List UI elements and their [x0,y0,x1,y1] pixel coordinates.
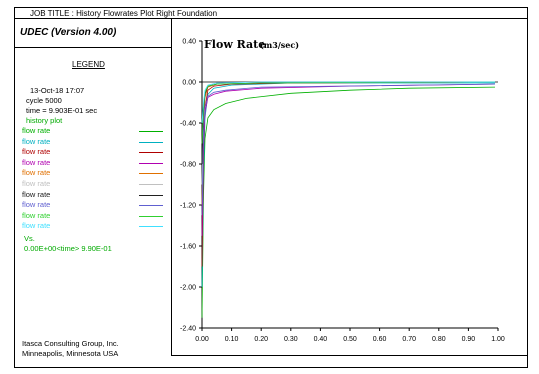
plot-frame [14,7,528,368]
legend-swatch [139,131,163,132]
legend-swatch [139,162,163,164]
legend-entry: flow rate [22,200,167,210]
legend-swatch [139,141,163,143]
x-tick-label: 1.00 [491,336,505,343]
series-line [201,81,496,206]
legend-title: LEGEND [72,60,105,69]
time-range: 0.00E+00<time> 9.90E-01 [24,244,112,253]
legend-swatch [139,194,163,196]
series-line [201,83,496,236]
x-tick-label: 0.70 [402,336,416,343]
y-tick-label: -1.20 [180,203,196,210]
company-name: Itasca Consulting Group, Inc. [22,339,119,348]
flow-rate-chart: 0.40 0.00 -0.40 -0.80 -1.20 -1.60 -2.00 -2.40 0.… [180,38,505,343]
legend-entry: flow rate [22,168,167,178]
legend-entry: flow rate [22,190,167,200]
legend-entry: flow rate [22,221,167,231]
legend-entry: flow rate [22,179,167,189]
series-line [201,86,496,318]
legend-entry-label: flow rate [22,189,51,199]
series-line [201,83,496,216]
x-tick-label: 0.30 [284,336,298,343]
y-tick-label: -2.40 [180,326,196,333]
legend-entry-label: flow rate [22,221,51,231]
legend-entry-label: flow rate [22,136,51,146]
y-tick-label: -0.40 [180,121,196,128]
legend-entry: flow rate [22,158,167,168]
y-tick-label: -1.60 [180,244,196,251]
legend-swatch [139,205,163,207]
vs-label: Vs. [24,234,35,243]
series-line [201,81,496,165]
cycle-count: cycle 5000 [26,96,62,105]
run-date: 13-Oct-18 17:07 [30,86,85,95]
app-name-divider [14,47,172,48]
x-tick-label: 0.50 [343,336,357,343]
run-time: time = 9.903E-01 sec [26,106,98,115]
x-tick-label: 0.20 [254,336,268,343]
legend-swatch [139,215,163,217]
legend-entry: flow rate [22,211,167,221]
legend-swatch [139,184,163,185]
company-location: Minneapolis, Minnesota USA [22,349,119,358]
x-tick-label: 0.60 [373,336,387,343]
x-tick-label: 0.90 [462,336,476,343]
legend-entry-label: flow rate [22,126,51,135]
x-axis-baseline [172,355,528,356]
series-line [201,81,496,185]
x-tick-label: 0.80 [432,336,446,343]
series-line [201,81,496,267]
title-divider [14,18,528,19]
y-tick-label: 0.00 [182,80,196,87]
series-line [201,81,496,144]
x-tick-label: 0.40 [314,336,328,343]
chart-title: Flow Rate [204,38,265,51]
legend-entry-label: flow rate [22,168,51,178]
chart-series [201,81,496,318]
job-title: JOB TITLE : History Flowrates Plot Right… [30,9,218,18]
legend-swatch [139,226,163,228]
y-tick-label: -2.00 [180,285,196,292]
legend-entry-label: flow rate [22,157,51,167]
app-name: UDEC (Version 4.00) [20,27,117,38]
y-tick-label: -0.80 [180,162,196,169]
legend-entry: flow rate [22,126,167,136]
legend-entry: flow rate [22,147,167,157]
legend-swatch [139,152,163,154]
legend-entry-label: flow rate [22,210,51,220]
history-plot-label: history plot [26,116,63,125]
series-line [201,82,495,288]
x-tick-label: 0.00 [195,336,209,343]
legend-entry-label: flow rate [22,200,51,210]
y-tick-label: 0.40 [182,39,196,46]
legend-entry-label: flow rate [22,179,51,188]
x-tick-label: 0.10 [225,336,239,343]
chart-title-unit: (m3/sec) [260,40,299,50]
legend-entry: flow rate [22,137,167,147]
legend-entry-label: flow rate [22,147,51,157]
legend-swatch [139,173,163,175]
series-line [201,81,495,124]
legend-panel [14,18,172,356]
